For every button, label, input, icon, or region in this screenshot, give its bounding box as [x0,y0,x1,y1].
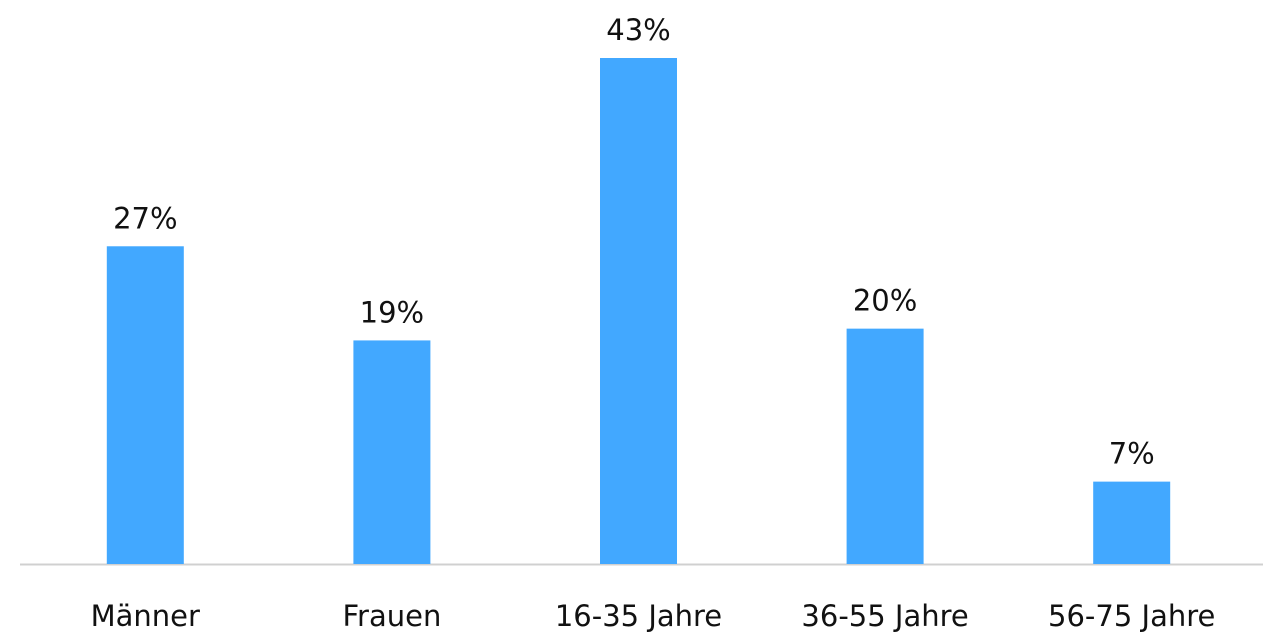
x-tick-label: Frauen [342,599,441,633]
x-tick-label: 56-75 Jahre [1048,599,1215,633]
value-label: 7% [1109,437,1155,471]
bar [600,58,677,564]
x-tick-label: 36-55 Jahre [801,599,968,633]
value-label: 43% [606,13,670,47]
bar [106,246,184,565]
x-tick-label: Männer [91,599,200,633]
bar [846,328,924,564]
bar [1093,481,1171,564]
value-label: 19% [360,295,424,329]
x-tick-label: 16-35 Jahre [555,599,722,633]
bar [353,340,431,564]
value-label: 20% [853,284,917,318]
value-label: 27% [113,201,177,235]
